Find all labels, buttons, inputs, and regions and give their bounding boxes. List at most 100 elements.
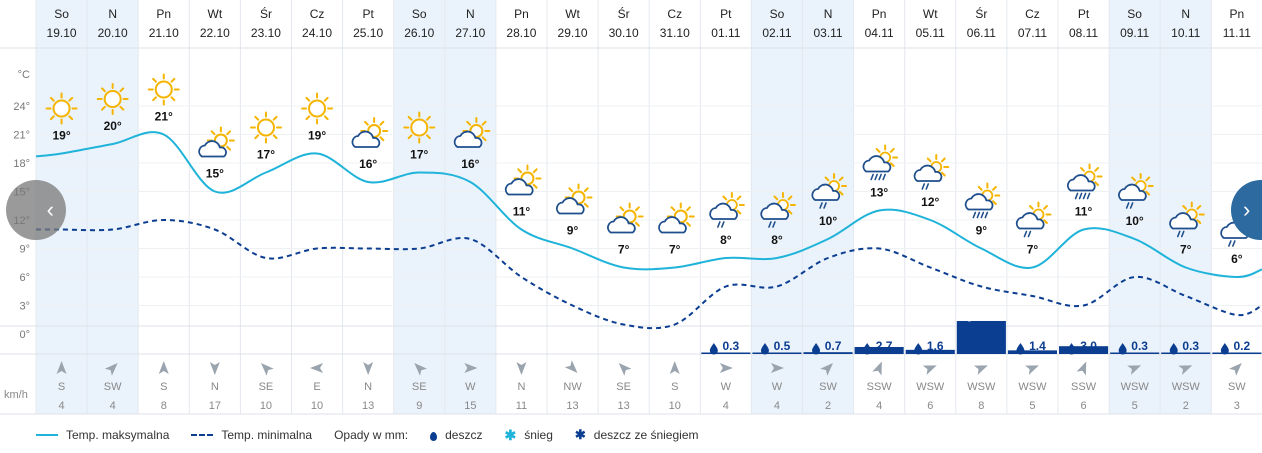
light-rain-icon	[709, 192, 745, 228]
sun-ray	[49, 115, 55, 121]
cloud-shape	[964, 193, 994, 211]
day-date-label: 02.11	[762, 26, 791, 40]
sun-ray	[838, 176, 844, 182]
precip-value-label: 0.3	[723, 339, 740, 353]
sun-ray	[787, 209, 793, 215]
sun-ray	[323, 115, 329, 121]
rain-streak	[921, 183, 926, 190]
chevron-right-icon: ›	[1243, 197, 1251, 222]
partly-cloudy-icon	[453, 117, 491, 148]
day-name-label: So	[412, 7, 427, 21]
max-temp-label: 15°	[206, 167, 224, 181]
wind-speed-label: 5	[1132, 400, 1138, 412]
sun-ray	[824, 176, 830, 182]
wind-arrow-icon	[1076, 361, 1087, 376]
rain-streak	[874, 173, 878, 181]
day-name-label: Wt	[565, 7, 580, 21]
wind-speed-label: 8	[161, 400, 167, 412]
wind-direction-label: N	[211, 381, 219, 393]
wind-speed-label: 15	[464, 400, 476, 412]
cloud-shape	[658, 216, 687, 234]
day-date-label: 01.11	[711, 26, 740, 40]
cloud-shape	[862, 155, 892, 173]
day-date-label: 28.10	[506, 26, 536, 40]
max-temp-label: 19°	[52, 129, 70, 143]
precip-bar	[1059, 346, 1109, 354]
sun-ray	[101, 105, 106, 111]
rain-icon	[862, 144, 899, 181]
sun-ray	[992, 200, 997, 205]
sun-icon	[403, 111, 436, 144]
rain-streak	[1176, 230, 1181, 238]
sun-ray	[889, 162, 895, 167]
max-temp-label: 11°	[513, 205, 531, 219]
max-temp-label: 19°	[308, 129, 326, 143]
sun-disc	[52, 99, 71, 118]
rain-streak	[1082, 192, 1087, 200]
day-date-label: 29.10	[558, 26, 588, 40]
precip-bar	[854, 346, 904, 354]
max-temp-label: 12°	[921, 195, 939, 209]
day-name-label: N	[108, 7, 117, 21]
wind-arrow-icon	[56, 361, 67, 374]
sun-ray	[1196, 219, 1202, 224]
wind-speed-label: 4	[58, 400, 64, 412]
day-date-label: 21.10	[149, 26, 179, 40]
wind-unit-label: km/h	[4, 389, 28, 401]
sun-ray	[119, 105, 125, 111]
sun-ray	[49, 96, 55, 102]
wind-arrow-icon	[464, 363, 478, 373]
sun-ray	[1094, 167, 1100, 172]
sun-icon	[301, 92, 334, 125]
max-temp-label: 7°	[1180, 243, 1192, 257]
day-date-label: 26.10	[404, 26, 434, 40]
sun-ray	[773, 195, 779, 201]
rain-streak	[1074, 192, 1079, 200]
rain-icon	[1066, 163, 1103, 200]
precip-value-label: 2.7	[876, 339, 893, 353]
precip-bar	[701, 352, 751, 354]
day-date-label: 10.11	[1171, 26, 1200, 40]
forecast-chart: So 19.10 N 20.10 Pn 21.10 Wt 22.10 Śr 23.10 Cz 24.1…	[0, 0, 1262, 415]
wind-arrow-icon	[564, 360, 578, 373]
wind-arrow-icon	[719, 363, 733, 373]
snowflake-icon: ✱	[504, 426, 517, 443]
day-name-label: Pt	[362, 7, 374, 21]
wind-direction-label: N	[364, 381, 372, 393]
wind-arrow-icon	[1127, 365, 1142, 375]
max-temp-label: 17°	[410, 148, 428, 162]
sun-ray	[1145, 176, 1151, 182]
rain-streak	[1023, 230, 1028, 238]
precip-bar	[905, 349, 955, 354]
wind-arrow-icon	[516, 362, 527, 375]
sun-ray	[736, 195, 742, 201]
day-date-label: 08.11	[1069, 26, 1098, 40]
max-temp-label: 17°	[257, 148, 275, 162]
sun-ray	[736, 209, 742, 215]
weekend-column	[802, 0, 854, 414]
wind-arrow-icon	[310, 363, 324, 373]
sun-ray	[152, 96, 157, 102]
precip-value-label: 0.3	[1182, 339, 1199, 353]
sun-icon	[147, 73, 180, 106]
sun-ray	[1196, 205, 1202, 210]
y-tick-label: 24°	[13, 101, 30, 113]
sun-ray	[170, 96, 176, 102]
rain-streak	[721, 221, 725, 228]
rain-icon	[964, 182, 1001, 219]
light-rain-icon	[913, 154, 950, 190]
tmin-legend-label: Temp. minimalna	[221, 428, 313, 442]
sun-ray	[170, 77, 176, 83]
wind-direction-label: SE	[616, 381, 631, 393]
precip-bar	[1007, 350, 1057, 354]
wind-speed-label: 10	[260, 400, 272, 412]
sun-disc	[308, 99, 327, 118]
previous-arrow-button[interactable]: ‹	[6, 180, 66, 240]
light-rain-icon	[1169, 201, 1205, 238]
cloud-shape	[453, 130, 483, 148]
sun-ray	[977, 186, 983, 191]
sun-ray	[619, 206, 625, 212]
sun-ray	[1131, 176, 1136, 182]
rain-drop-icon	[965, 309, 974, 322]
sun-ray	[838, 190, 844, 196]
